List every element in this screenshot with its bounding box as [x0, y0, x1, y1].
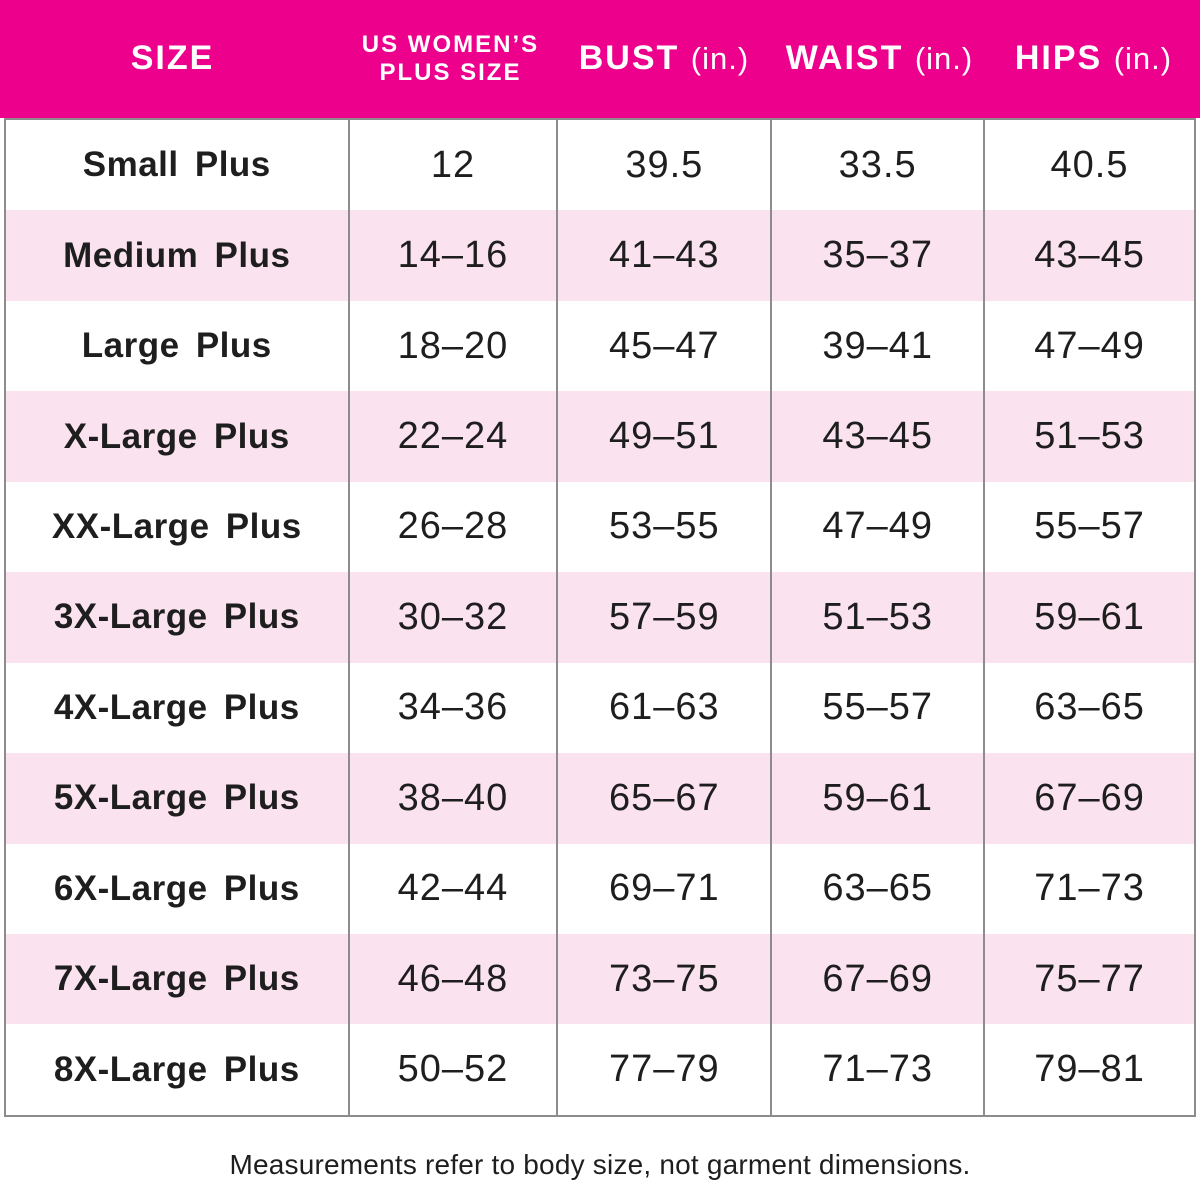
table-row-6x-large-plus: 6X-Large Plus 42–44 69–71 63–65 71–73 [6, 843, 1194, 934]
waist-value-cell: 59–61 [770, 753, 983, 844]
plus-size-value-cell: 46–48 [347, 933, 557, 1025]
bust-value-cell: 45–47 [556, 300, 770, 392]
table-row-4x-large-plus: 4X-Large Plus 34–36 61–63 55–57 63–65 [6, 662, 1194, 754]
waist-value-cell: 55–57 [770, 662, 983, 754]
hips-value-cell: 40.5 [983, 120, 1194, 211]
bust-value-cell: 53–55 [556, 481, 770, 573]
bust-unit-label: (in.) [690, 41, 750, 77]
waist-column-label: WAIST [785, 39, 904, 78]
table-header-row: SIZE US WOMEN’S PLUS SIZE BUST (in.) WAI… [0, 0, 1200, 118]
hips-value-cell: 67–69 [983, 753, 1194, 844]
waist-value-cell: 67–69 [770, 933, 983, 1025]
bust-value-cell: 65–67 [556, 753, 770, 844]
table-row-xx-large-plus: XX-Large Plus 26–28 53–55 47–49 55–57 [6, 481, 1194, 573]
table-row-3x-large-plus: 3X-Large Plus 30–32 57–59 51–53 59–61 [6, 572, 1194, 663]
table-row-large-plus: Large Plus 18–20 45–47 39–41 47–49 [6, 300, 1194, 392]
size-column-label: SIZE [130, 39, 215, 78]
bust-value-cell: 69–71 [556, 843, 770, 934]
waist-unit-label: (in.) [914, 41, 974, 77]
hips-column-label: HIPS [1014, 39, 1103, 78]
plus-size-column-label-line2: PLUS SIZE [379, 59, 522, 86]
plus-size-value-cell: 12 [347, 120, 557, 211]
hips-value-cell: 63–65 [983, 662, 1194, 754]
hips-unit-label: (in.) [1113, 41, 1173, 77]
bust-value-cell: 73–75 [556, 933, 770, 1025]
size-label-cell: 5X-Large Plus [53, 778, 300, 818]
bust-value-cell: 41–43 [556, 210, 770, 301]
size-label-cell: Medium Plus [63, 235, 291, 275]
size-label-cell: 4X-Large Plus [53, 687, 300, 727]
plus-size-value-cell: 30–32 [347, 572, 557, 663]
bust-value-cell: 49–51 [556, 391, 770, 482]
plus-size-value-cell: 18–20 [347, 300, 557, 392]
waist-value-cell: 43–45 [770, 391, 983, 482]
hips-value-cell: 47–49 [983, 300, 1194, 392]
hips-value-cell: 55–57 [983, 481, 1194, 573]
waist-value-cell: 33.5 [770, 120, 983, 211]
hips-value-cell: 43–45 [983, 210, 1194, 301]
waist-value-cell: 71–73 [770, 1024, 983, 1115]
size-label-cell: XX-Large Plus [51, 506, 302, 546]
header-cell-plus-size: US WOMEN’S PLUS SIZE [345, 31, 556, 86]
waist-value-cell: 63–65 [770, 843, 983, 934]
plus-size-value-cell: 14–16 [347, 210, 557, 301]
size-label-cell: X-Large Plus [63, 416, 290, 456]
size-label-cell: 7X-Large Plus [53, 959, 300, 999]
header-cell-size: SIZE [0, 39, 345, 78]
table-row-medium-plus: Medium Plus 14–16 41–43 35–37 43–45 [6, 210, 1194, 301]
bust-value-cell: 77–79 [556, 1024, 770, 1115]
waist-value-cell: 35–37 [770, 210, 983, 301]
hips-value-cell: 75–77 [983, 933, 1194, 1025]
hips-value-cell: 79–81 [983, 1024, 1194, 1115]
header-cell-waist: WAIST (in.) [772, 39, 987, 78]
size-label-cell: Large Plus [81, 326, 272, 366]
waist-value-cell: 51–53 [770, 572, 983, 663]
table-row-5x-large-plus: 5X-Large Plus 38–40 65–67 59–61 67–69 [6, 753, 1194, 844]
plus-size-value-cell: 50–52 [347, 1024, 557, 1115]
size-label-cell: 8X-Large Plus [53, 1049, 300, 1089]
size-label-cell: 6X-Large Plus [53, 868, 300, 908]
waist-value-cell: 39–41 [770, 300, 983, 392]
size-label-cell: Small Plus [82, 145, 271, 185]
bust-value-cell: 57–59 [556, 572, 770, 663]
hips-value-cell: 51–53 [983, 391, 1194, 482]
header-cell-hips: HIPS (in.) [987, 39, 1200, 78]
bust-column-label: BUST [578, 39, 680, 78]
plus-size-value-cell: 22–24 [347, 391, 557, 482]
table-row-8x-large-plus: 8X-Large Plus 50–52 77–79 71–73 79–81 [6, 1024, 1194, 1115]
plus-size-value-cell: 34–36 [347, 662, 557, 754]
size-chart-table: Small Plus 12 39.5 33.5 40.5 Medium Plus… [4, 118, 1196, 1117]
size-label-cell: 3X-Large Plus [53, 597, 300, 637]
header-cell-bust: BUST (in.) [556, 39, 772, 78]
plus-size-value-cell: 38–40 [347, 753, 557, 844]
plus-size-column-label-line1: US WOMEN’S [361, 31, 540, 59]
plus-size-value-cell: 42–44 [347, 843, 557, 934]
hips-value-cell: 71–73 [983, 843, 1194, 934]
plus-size-value-cell: 26–28 [347, 481, 557, 573]
measurement-footnote: Measurements refer to body size, not gar… [229, 1148, 971, 1180]
table-row-x-large-plus: X-Large Plus 22–24 49–51 43–45 51–53 [6, 391, 1194, 482]
table-row-small-plus: Small Plus 12 39.5 33.5 40.5 [6, 120, 1194, 211]
table-row-7x-large-plus: 7X-Large Plus 46–48 73–75 67–69 75–77 [6, 933, 1194, 1025]
hips-value-cell: 59–61 [983, 572, 1194, 663]
bust-value-cell: 39.5 [556, 120, 770, 211]
waist-value-cell: 47–49 [770, 481, 983, 573]
bust-value-cell: 61–63 [556, 662, 770, 754]
